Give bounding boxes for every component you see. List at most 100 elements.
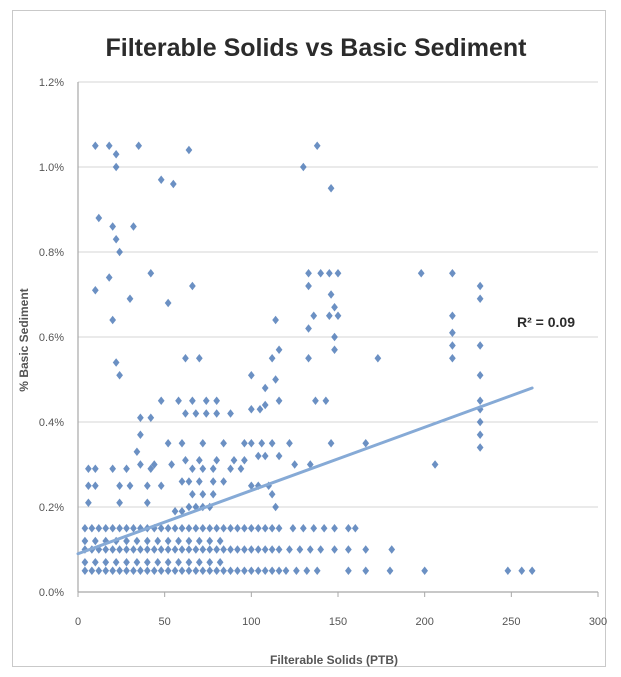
data-point (112, 235, 120, 244)
data-point (157, 545, 165, 554)
data-point (175, 558, 182, 567)
data-point (209, 464, 217, 473)
data-point (213, 524, 221, 533)
data-point (322, 396, 330, 405)
grid (78, 81, 598, 508)
axes (77, 82, 599, 597)
data-point (116, 247, 123, 257)
data-point (189, 490, 196, 499)
data-point (126, 294, 134, 303)
y-tick-label: 0.6% (39, 332, 64, 344)
data-point (164, 566, 172, 575)
data-point (112, 150, 120, 159)
data-point (247, 405, 255, 414)
data-point (81, 536, 89, 546)
data-point (449, 311, 456, 320)
data-point (199, 524, 207, 533)
data-point (157, 566, 165, 575)
data-point (81, 558, 89, 567)
data-point (275, 566, 283, 575)
data-point (518, 566, 526, 575)
data-point (130, 222, 137, 231)
data-point (275, 524, 283, 533)
data-point (268, 566, 276, 575)
data-point (299, 524, 307, 533)
data-point (116, 545, 123, 554)
data-point (213, 409, 221, 418)
data-point (192, 545, 200, 554)
data-point (126, 481, 134, 490)
data-point (147, 413, 155, 422)
data-point (305, 354, 312, 363)
x-tick-label: 100 (242, 616, 260, 628)
data-point (189, 281, 196, 291)
data-point (133, 447, 141, 456)
data-point (345, 566, 352, 575)
data-point (81, 524, 89, 533)
data-point (164, 524, 172, 533)
data-point (331, 345, 338, 354)
data-point (386, 566, 394, 575)
tick-labels: 0.0% 0.2% 0.4% 0.6% 0.8% 1.0% 1.2% 0 50 100 150 200… (39, 77, 607, 628)
data-point (206, 524, 214, 533)
data-point (130, 545, 137, 554)
data-point (268, 439, 276, 448)
data-point (331, 524, 338, 533)
data-point (133, 536, 141, 546)
data-point (199, 439, 207, 448)
data-point (195, 477, 203, 486)
data-point (476, 430, 484, 439)
data-point (286, 545, 293, 554)
data-point (150, 566, 158, 575)
data-point (189, 396, 196, 405)
data-point (88, 524, 96, 533)
data-point (109, 222, 117, 231)
data-point (137, 430, 144, 439)
data-point (91, 481, 99, 490)
data-point (241, 524, 248, 533)
data-point (195, 536, 203, 546)
data-point (185, 502, 193, 512)
data-point (431, 460, 439, 469)
data-point (317, 269, 325, 278)
data-point (178, 566, 186, 575)
data-point (268, 354, 276, 363)
data-point (123, 545, 130, 554)
data-point (171, 545, 179, 554)
data-point (102, 558, 110, 567)
data-point (476, 396, 484, 405)
data-point (154, 536, 162, 546)
data-point (320, 524, 328, 533)
data-point (220, 545, 227, 554)
data-point (85, 481, 92, 490)
data-point (192, 566, 200, 575)
data-point (209, 490, 217, 499)
data-point (303, 566, 311, 575)
data-point (116, 498, 123, 507)
data-point (282, 566, 290, 575)
data-point (109, 545, 117, 554)
data-point (272, 375, 279, 384)
data-point (143, 566, 151, 575)
data-point (234, 524, 241, 533)
data-point (313, 141, 321, 150)
data-point (109, 524, 117, 533)
data-point (102, 566, 110, 575)
data-point (305, 269, 312, 278)
data-point (195, 456, 203, 465)
data-point (275, 451, 283, 461)
data-point (258, 439, 266, 448)
data-point (331, 545, 338, 554)
x-tick-label: 0 (75, 616, 81, 628)
data-point (247, 371, 255, 380)
data-point (130, 524, 137, 533)
data-point (334, 269, 342, 278)
data-point (291, 460, 299, 469)
data-point (88, 566, 96, 575)
data-point (143, 498, 151, 507)
data-point (95, 566, 103, 575)
data-point (241, 456, 248, 465)
data-point (313, 566, 321, 575)
data-point (175, 396, 182, 405)
data-point (185, 536, 193, 546)
